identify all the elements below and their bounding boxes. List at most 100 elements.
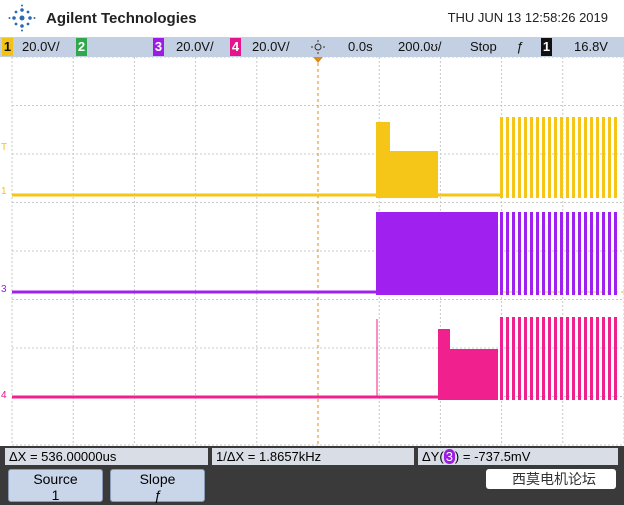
pulse xyxy=(584,212,587,295)
pulse xyxy=(530,317,533,400)
pulse xyxy=(554,317,557,400)
pulse xyxy=(530,117,533,198)
pulse xyxy=(536,117,539,198)
pulse xyxy=(548,317,551,400)
trigger-level: 16.8V xyxy=(574,39,608,54)
pulse xyxy=(518,117,521,198)
delay: 0.0s xyxy=(348,39,373,54)
pulse xyxy=(500,212,503,295)
delay-icon xyxy=(311,40,325,54)
pulse xyxy=(608,212,611,295)
delta-y: ΔY(3) = -737.5mV xyxy=(418,448,618,465)
source-label: Source xyxy=(33,471,78,487)
pulse xyxy=(554,117,557,198)
slope-label: Slope xyxy=(139,471,176,487)
pulse xyxy=(542,212,545,295)
pulse xyxy=(584,317,587,400)
source-key[interactable]: Source 1 xyxy=(8,469,103,503)
pulse xyxy=(554,212,557,295)
timebase: 200.0ʊ/ xyxy=(398,39,442,54)
pulse xyxy=(578,212,581,295)
burst xyxy=(376,122,390,198)
trace xyxy=(12,117,617,198)
burst xyxy=(376,212,498,295)
pulse xyxy=(608,117,611,198)
pulse xyxy=(518,212,521,295)
datetime: THU JUN 13 12:58:26 2019 xyxy=(447,10,608,25)
ch1-marker: 1 xyxy=(1,186,7,197)
delta-x: ΔX = 536.00000us xyxy=(5,448,208,465)
ch3-scale: 20.0V/ xyxy=(176,39,214,54)
ch1-box: 1 xyxy=(2,38,13,56)
inv-delta-x: 1/ΔX = 1.8657kHz xyxy=(212,448,414,465)
slope-value: ƒ xyxy=(153,487,162,503)
ch4-marker: 4 xyxy=(1,390,7,401)
source-value: 1 xyxy=(51,487,60,503)
slope-key[interactable]: Slope ƒ xyxy=(110,469,205,503)
burst xyxy=(390,151,438,198)
pulse xyxy=(614,117,617,198)
brand: Agilent Technologies xyxy=(46,10,197,27)
pulse xyxy=(524,212,527,295)
pulse xyxy=(578,317,581,400)
watermark: 西莫电机论坛 xyxy=(486,469,616,489)
pulse xyxy=(566,117,569,198)
pulse xyxy=(542,317,545,400)
pulse xyxy=(500,117,503,198)
pulse xyxy=(524,317,527,400)
ch4-box: 4 xyxy=(230,38,241,56)
pulse xyxy=(602,212,605,295)
pulse xyxy=(590,317,593,400)
pulse xyxy=(614,212,617,295)
pulse xyxy=(572,317,575,400)
pulse xyxy=(596,212,599,295)
pulse xyxy=(560,117,563,198)
pulse xyxy=(506,212,509,295)
ch3-marker: 3 xyxy=(1,284,7,295)
pulse xyxy=(548,117,551,198)
trace xyxy=(12,317,617,400)
burst xyxy=(450,349,498,400)
pulse xyxy=(536,317,539,400)
pulse xyxy=(512,117,515,198)
pulse xyxy=(512,317,515,400)
delta-y-prefix: ΔY( xyxy=(422,449,444,464)
pulse xyxy=(590,117,593,198)
burst xyxy=(438,329,450,400)
pulse xyxy=(572,212,575,295)
trigger-source: 1 xyxy=(541,38,552,56)
pulse xyxy=(566,317,569,400)
pulse xyxy=(524,117,527,198)
pulse xyxy=(614,317,617,400)
pulse xyxy=(542,117,545,198)
logo xyxy=(8,4,36,32)
pulse xyxy=(500,317,503,400)
pulse xyxy=(578,117,581,198)
pulse xyxy=(506,117,509,198)
pulse xyxy=(590,212,593,295)
pulse xyxy=(530,212,533,295)
delta-y-source: 3 xyxy=(443,449,455,464)
ch1-scale: 20.0V/ xyxy=(22,39,60,54)
pulse xyxy=(608,317,611,400)
pulse xyxy=(506,317,509,400)
pulse xyxy=(596,317,599,400)
ch4-scale: 20.0V/ xyxy=(252,39,290,54)
pulse xyxy=(602,117,605,198)
trigger-slope: ƒ xyxy=(516,39,524,54)
ch2-box: 2 xyxy=(76,38,87,56)
delta-y-value: ) = -737.5mV xyxy=(454,449,531,464)
pulse xyxy=(536,212,539,295)
trigger-marker: T xyxy=(1,142,8,153)
pulse xyxy=(548,212,551,295)
pulse xyxy=(602,317,605,400)
pulse xyxy=(512,212,515,295)
pulse xyxy=(560,317,563,400)
pulse xyxy=(596,117,599,198)
ch3-box: 3 xyxy=(153,38,164,56)
run-state: Stop xyxy=(470,39,497,54)
graticule xyxy=(11,57,624,446)
pulse xyxy=(566,212,569,295)
pulse xyxy=(584,117,587,198)
